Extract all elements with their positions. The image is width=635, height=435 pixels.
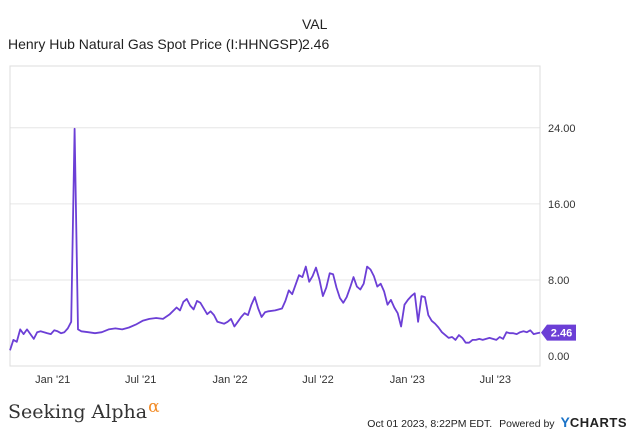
x-tick-label: Jul '21 bbox=[125, 374, 156, 386]
legend-row[interactable]: Henry Hub Natural Gas Spot Price (I:HHNG… bbox=[8, 36, 338, 54]
last-value-tag bbox=[541, 324, 576, 341]
ycharts-y-icon: Y bbox=[560, 414, 570, 430]
alpha-icon: α bbox=[148, 397, 160, 417]
y-tick-label: 0.00 bbox=[548, 351, 569, 363]
y-tick-label: 8.00 bbox=[548, 275, 569, 287]
last-value-label: 2.46 bbox=[551, 328, 572, 340]
powered-by-label: Powered by bbox=[499, 418, 555, 430]
x-tick-label: Jul '22 bbox=[302, 374, 333, 386]
y-tick-label: 24.00 bbox=[548, 123, 576, 135]
attribution: Oct 01 2023, 8:22PM EDT. Powered by YCHA… bbox=[367, 414, 627, 430]
last-value-marker: 2.46 bbox=[541, 324, 576, 341]
x-tick-label: Jan '22 bbox=[212, 374, 247, 386]
value-column-label: VAL bbox=[302, 16, 328, 32]
x-axis-ticks: Jan '21 Jul '21 Jan '22 Jul '22 Jan '23 Jul '… bbox=[35, 374, 511, 386]
plot-area-border bbox=[9, 65, 541, 367]
seeking-alpha-logo[interactable]: Seeking Alphaα bbox=[8, 397, 160, 423]
y-axis-ticks: 0.00 8.00 16.00 24.00 bbox=[548, 123, 576, 363]
ycharts-wordmark[interactable]: CHARTS bbox=[569, 415, 627, 430]
series-name: Henry Hub Natural Gas Spot Price (I:HHNG… bbox=[8, 36, 303, 52]
y-tick-label: 16.00 bbox=[548, 199, 576, 211]
price-chart[interactable]: 0.00 8.00 16.00 24.00 Jan '21 Jul '21 Jan '22… bbox=[0, 0, 635, 400]
series-current-value: 2.46 bbox=[302, 36, 330, 52]
x-tick-label: Jul '23 bbox=[480, 374, 511, 386]
seeking-alpha-wordmark: Seeking Alpha bbox=[8, 401, 148, 423]
gridlines bbox=[10, 127, 540, 281]
series-line bbox=[9, 127, 541, 351]
series-layer bbox=[9, 127, 541, 351]
x-tick-label: Jan '21 bbox=[35, 374, 70, 386]
timestamp: Oct 01 2023, 8:22PM EDT. bbox=[367, 418, 493, 430]
x-tick-label: Jan '23 bbox=[390, 374, 425, 386]
